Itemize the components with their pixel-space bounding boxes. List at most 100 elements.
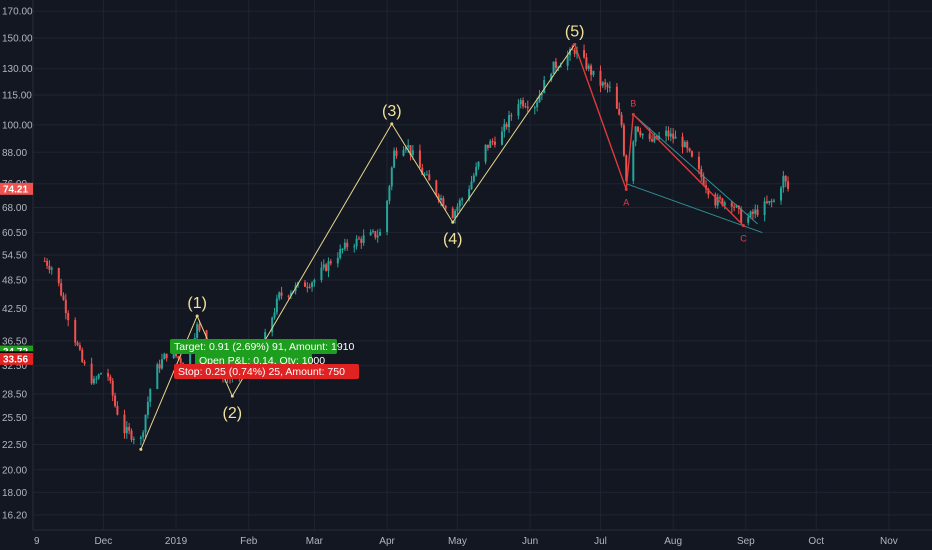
candle-body (273, 312, 276, 318)
abc-point (573, 43, 577, 47)
candle-body (716, 197, 719, 206)
candle-body (76, 342, 79, 346)
candle-body (100, 373, 103, 375)
candle-body (540, 93, 543, 96)
candle-body (395, 150, 398, 156)
candle-body (116, 405, 119, 415)
elliott-wave-lines (139, 43, 577, 451)
candle-body (751, 211, 754, 214)
candle-body (550, 73, 553, 81)
x-tick-label: Dec (94, 536, 112, 547)
x-tick-label: Sep (737, 536, 755, 547)
wave-label: (2) (223, 405, 243, 422)
candle-body (74, 320, 77, 343)
candle-body (491, 141, 494, 143)
y-tick-label: 32.50 (2, 361, 27, 372)
candle-body (125, 427, 128, 434)
candle-body (407, 145, 410, 148)
candle-body (425, 174, 428, 176)
target-text: Target: 0.91 (2.69%) 91, Amount: 1910 (174, 341, 355, 353)
candle-body (486, 144, 489, 148)
candle-body (421, 167, 424, 175)
candle-body (714, 194, 717, 206)
candle-body (590, 65, 593, 75)
candle-body (782, 175, 785, 188)
candle-body (341, 248, 344, 250)
x-axis[interactable]: 9 Dec 2019 Feb Mar Apr May Jun Jul Aug Sep Oct Nov (33, 529, 932, 547)
candle-body (566, 55, 569, 66)
candle-body (493, 141, 496, 145)
candle-body (641, 133, 644, 136)
wave-label: (1) (187, 295, 207, 312)
candle-body (158, 364, 161, 369)
candle-body (475, 166, 478, 176)
candle-body (128, 427, 131, 431)
x-tick-label: Jun (522, 536, 538, 547)
candle-body (275, 298, 278, 313)
candle-body (583, 50, 586, 58)
candle-body (308, 286, 311, 288)
position-tool[interactable]: Target: 0.91 (2.69%) 91, Amount: 1910 Op… (170, 339, 359, 379)
candle-body (517, 104, 520, 116)
abc-wave-lines (573, 43, 746, 228)
candle-body (114, 395, 117, 406)
candle-body (149, 388, 152, 402)
candle-body (306, 286, 309, 288)
y-tick-label: 100.00 (2, 120, 33, 131)
candle-body (533, 107, 536, 109)
candle-body (780, 187, 783, 201)
candle-body (444, 205, 447, 209)
candle-body (409, 145, 412, 155)
candle-body (458, 200, 461, 207)
candle-body (740, 208, 743, 223)
wave-label: (3) (382, 103, 402, 120)
candle-body (697, 156, 700, 170)
candle-body (721, 198, 724, 206)
candle-body (559, 65, 562, 68)
candle-body (552, 61, 555, 74)
candle-body (386, 200, 389, 233)
x-tick-label: Feb (240, 536, 258, 547)
candle-body (585, 57, 588, 69)
candle-body (360, 238, 363, 243)
candle-body (615, 86, 618, 109)
pnl-box[interactable] (195, 353, 312, 366)
candle-body (404, 147, 407, 151)
candle-body (271, 317, 274, 333)
wave-point (139, 447, 143, 451)
x-tick-label: Aug (664, 536, 682, 547)
candle-body (97, 374, 100, 379)
y-tick-label: 115.00 (2, 90, 32, 101)
candle-body (428, 174, 431, 181)
target-box[interactable] (170, 339, 337, 354)
candle-body (454, 210, 457, 219)
candle-body (67, 313, 70, 321)
stop-box[interactable] (174, 364, 359, 379)
candle-body (435, 180, 438, 195)
candle-body (754, 209, 757, 214)
wave-labels: (1) (2) (3) (4) (5) A B C (187, 24, 747, 423)
candle-body (622, 125, 625, 156)
candle-body (451, 208, 454, 219)
candle-body (573, 50, 576, 54)
candle-body (768, 200, 771, 203)
candle-body (784, 175, 787, 182)
candle-body (634, 126, 637, 142)
candle-body (142, 432, 145, 438)
candle-body (669, 133, 672, 137)
candle-body (109, 376, 112, 381)
candle-body (608, 86, 611, 88)
candle-body (770, 200, 773, 202)
candle-body (393, 150, 396, 168)
candle-body (90, 363, 93, 384)
candle-body (787, 181, 790, 189)
candle-body (48, 265, 51, 270)
x-tick-label: 2019 (165, 536, 188, 547)
candle-body (172, 350, 175, 359)
candle-body (526, 106, 529, 109)
candle-body (747, 217, 750, 223)
candle-body (156, 364, 159, 389)
candle-body (618, 108, 621, 115)
